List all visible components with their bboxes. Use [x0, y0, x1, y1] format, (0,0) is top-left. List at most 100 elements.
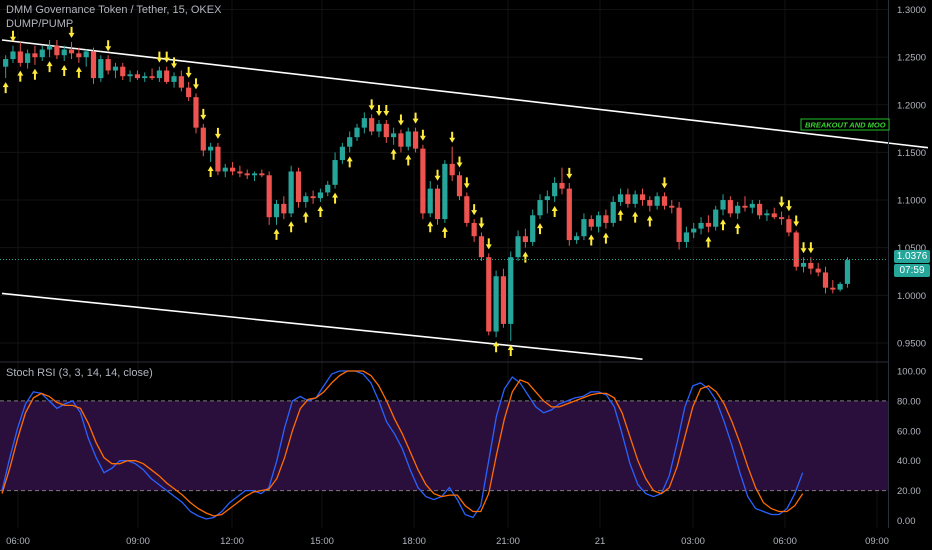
candle [186, 81, 192, 101]
candle [361, 112, 367, 134]
candle-body [273, 203, 280, 218]
candle-body [354, 127, 360, 138]
candle [391, 127, 397, 145]
candle-body [339, 146, 345, 161]
candle [120, 62, 126, 81]
candle [574, 232, 580, 244]
candle [68, 41, 75, 60]
candle [742, 196, 748, 212]
candle-body [727, 200, 733, 214]
candle [369, 114, 375, 136]
candle-body [266, 175, 272, 218]
candle [127, 70, 133, 82]
candle [815, 262, 821, 277]
candle [54, 40, 60, 60]
candle-body [156, 70, 162, 79]
stoch-axis[interactable]: 100.00 80.00 60.00 40.00 20.00 0.00 [897, 366, 926, 527]
candle-body [574, 236, 580, 241]
candle-body [735, 205, 741, 214]
down-arrow-icon [68, 26, 75, 38]
down-arrow-icon [785, 200, 792, 212]
time-tick-label: 21 [595, 536, 606, 547]
candle [259, 169, 265, 178]
symbol-title: DMM Governance Token / Tether, 15, OKEX [6, 4, 222, 16]
candle-body [376, 123, 382, 132]
candle-body [617, 194, 624, 202]
candle-body [456, 175, 463, 197]
candle [844, 257, 851, 288]
stoch-tick-label: 20.00 [897, 486, 921, 497]
pump-dump-arrows [2, 26, 814, 357]
down-arrow-icon [383, 105, 390, 117]
candle [412, 127, 419, 153]
time-tick-label: 09:00 [865, 536, 889, 547]
candle-body [295, 171, 302, 202]
candle [25, 49, 31, 69]
candle-body [669, 205, 675, 208]
price-axis[interactable]: 1.3000 1.2500 1.2000 1.1500 1.1000 1.0500 1.00… [897, 5, 926, 349]
candle-body [522, 236, 528, 242]
candle-body [581, 219, 587, 237]
candle-body [112, 66, 119, 71]
candle [822, 266, 829, 294]
candle-body [134, 74, 141, 79]
candle-body [705, 222, 711, 227]
candle-body [449, 163, 455, 176]
candle-body [54, 45, 60, 56]
last-price-badge: 1.0376 [894, 250, 930, 263]
candle-body [486, 257, 492, 332]
down-arrow-icon [434, 169, 441, 181]
candle-body [837, 283, 843, 290]
candle [420, 144, 426, 220]
candle [405, 127, 411, 151]
candle [215, 142, 221, 176]
candle [735, 201, 741, 220]
candle-body [215, 146, 221, 172]
up-arrow-icon [75, 66, 82, 78]
up-arrow-icon [302, 211, 309, 223]
candle-body [398, 133, 404, 147]
annotation-box[interactable]: BREAKOUT AND MOO [800, 118, 890, 131]
candle [771, 207, 777, 220]
candle-body [654, 196, 660, 206]
up-arrow-icon [551, 205, 558, 217]
candle-body [595, 215, 602, 227]
candle-body [259, 173, 265, 176]
candle [837, 281, 843, 292]
stoch-rsi-lines [1, 370, 804, 520]
candle [544, 190, 550, 214]
candle [105, 55, 111, 75]
candle [508, 251, 514, 342]
down-arrow-icon [200, 108, 207, 120]
candle-body [76, 53, 82, 58]
candle-body [683, 232, 690, 242]
up-arrow-icon [705, 236, 712, 248]
up-arrow-icon [332, 192, 339, 204]
candle-body [544, 196, 550, 201]
candle-body [764, 213, 770, 216]
candle [464, 192, 470, 227]
candle [442, 160, 448, 223]
candle-body [10, 51, 16, 60]
candle [764, 209, 770, 222]
time-axis[interactable]: 06:00 09:00 12:00 15:00 18:00 21:00 21 03:00 06:… [6, 536, 889, 547]
candle [229, 161, 236, 176]
price-tick-label: 1.2000 [897, 100, 926, 111]
candle [376, 120, 382, 138]
candle [281, 196, 287, 220]
candle-body [244, 173, 250, 176]
candle [354, 123, 360, 141]
up-arrow-icon [632, 211, 639, 223]
down-arrow-icon [412, 112, 419, 124]
candle [83, 49, 89, 67]
candle [793, 230, 799, 271]
candle-body [288, 171, 294, 214]
candle-body [325, 184, 331, 193]
candle-body [90, 51, 97, 79]
candle [830, 280, 836, 294]
candle-body [98, 59, 104, 79]
candle [610, 196, 616, 227]
candle [449, 146, 455, 181]
candle [669, 200, 675, 214]
